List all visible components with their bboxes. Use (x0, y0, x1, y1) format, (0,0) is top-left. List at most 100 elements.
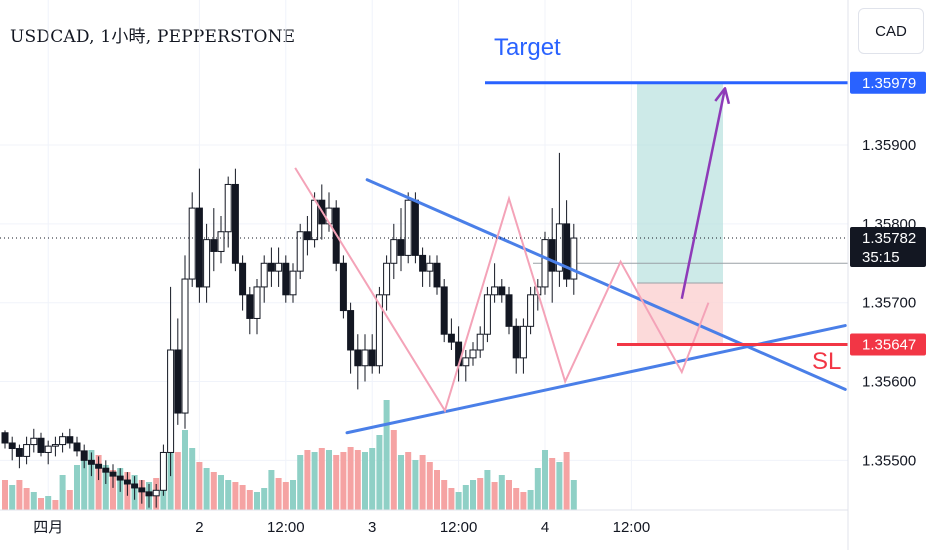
candle-body (37, 437, 45, 453)
volume-bar (426, 462, 433, 510)
candle-body (109, 471, 117, 477)
volume-bar (38, 498, 44, 510)
volume-bar (491, 482, 498, 510)
lower-trendline[interactable] (345, 324, 847, 435)
candle-body (224, 183, 232, 233)
candle-body (145, 491, 153, 497)
candle-body (123, 479, 131, 485)
candle-body (73, 442, 81, 452)
volume-bar (246, 490, 253, 510)
volume-bar (470, 480, 476, 510)
candle-body (339, 262, 347, 312)
volume-bar (441, 480, 448, 510)
candle-body (505, 294, 513, 327)
volume-bar (232, 482, 239, 510)
candle-body (368, 349, 376, 367)
candle-body (275, 262, 283, 272)
volume-bar (218, 475, 224, 510)
candle-body (267, 262, 275, 272)
volume-bar (110, 470, 116, 510)
candle-body (563, 223, 571, 280)
candle-body (541, 239, 549, 288)
candle-body (253, 286, 261, 319)
volume-bar (297, 455, 304, 510)
candle-body (174, 349, 182, 414)
volume-bar (376, 435, 383, 510)
candle-body (260, 262, 268, 288)
volume-bar (282, 482, 289, 510)
candle-body (188, 207, 196, 280)
stop-loss-label: SL (812, 348, 841, 375)
volume-bar (434, 470, 440, 510)
volume-bar (455, 492, 462, 510)
drawings: Target SL (0, 34, 848, 435)
candle-body (131, 483, 139, 489)
volume-bar (362, 452, 368, 510)
candle-body (296, 231, 304, 272)
candle-body (426, 262, 434, 272)
volume-bar (326, 450, 332, 510)
volume-bar (340, 452, 347, 510)
volume-bar (534, 468, 541, 510)
candle-body (217, 231, 225, 252)
price-tick-label: 1.35600 (862, 374, 916, 391)
current-price-badge: 1.35782 (862, 230, 916, 247)
chart-title: USDCAD, 1小時, PEPPERSTONE (10, 27, 296, 47)
candle-body (419, 254, 427, 272)
candle-body (469, 349, 477, 359)
volume-bar (254, 492, 260, 510)
volume-bar (419, 455, 426, 510)
candle-body (95, 463, 103, 469)
volume-bar (74, 465, 80, 510)
candle-body (51, 444, 59, 447)
candle-body (44, 445, 52, 453)
candle-body (404, 199, 412, 256)
candle-body (59, 436, 67, 446)
candle-body (397, 239, 405, 256)
position-zones (533, 82, 848, 345)
candle-body (527, 294, 535, 327)
candle-body (239, 262, 247, 296)
candle-body (167, 349, 175, 453)
time-tick-label: 4 (541, 519, 549, 536)
projection-arrow[interactable] (680, 88, 727, 299)
candle-body (231, 183, 239, 264)
volume-bar (59, 475, 66, 510)
volume-bar (311, 452, 318, 510)
projection-arrow-head (714, 87, 731, 105)
upper-trendline[interactable] (365, 178, 847, 391)
candle-body (354, 349, 362, 367)
volume-bar (189, 448, 196, 510)
time-tick-label: 12:00 (440, 519, 478, 536)
time-tick-label: 3 (368, 519, 376, 536)
target-price-badge-bg (850, 71, 926, 94)
time-tick-label: 12:00 (267, 519, 305, 536)
volume-bar (318, 448, 325, 510)
volume-bar (23, 488, 30, 510)
volume-bar (412, 460, 419, 510)
volume-bar (196, 462, 203, 510)
price-tick-label: 1.35900 (862, 137, 916, 154)
candle-body (152, 489, 160, 497)
candle-body (570, 237, 578, 280)
volume-bar (203, 468, 210, 510)
volume-bar (506, 480, 512, 510)
volume-bar (174, 452, 181, 510)
candle-body (30, 437, 38, 446)
time-axis: 四月 2 12:00 3 12:00 4 12:00 (0, 509, 848, 536)
candle-body (203, 239, 211, 288)
candle-body (375, 294, 383, 367)
candle-body (116, 475, 124, 481)
currency-button[interactable]: CAD (858, 8, 924, 54)
candle-body (159, 451, 167, 491)
volume-bar (542, 450, 548, 510)
volume-bar (2, 480, 8, 510)
candle-body (1, 432, 9, 444)
zigzag-pattern[interactable] (294, 167, 710, 414)
current-price-badge-countdown: 35:15 (862, 249, 900, 266)
candle-body (483, 294, 491, 335)
volume-bar (275, 478, 282, 510)
candle-body (66, 436, 74, 444)
